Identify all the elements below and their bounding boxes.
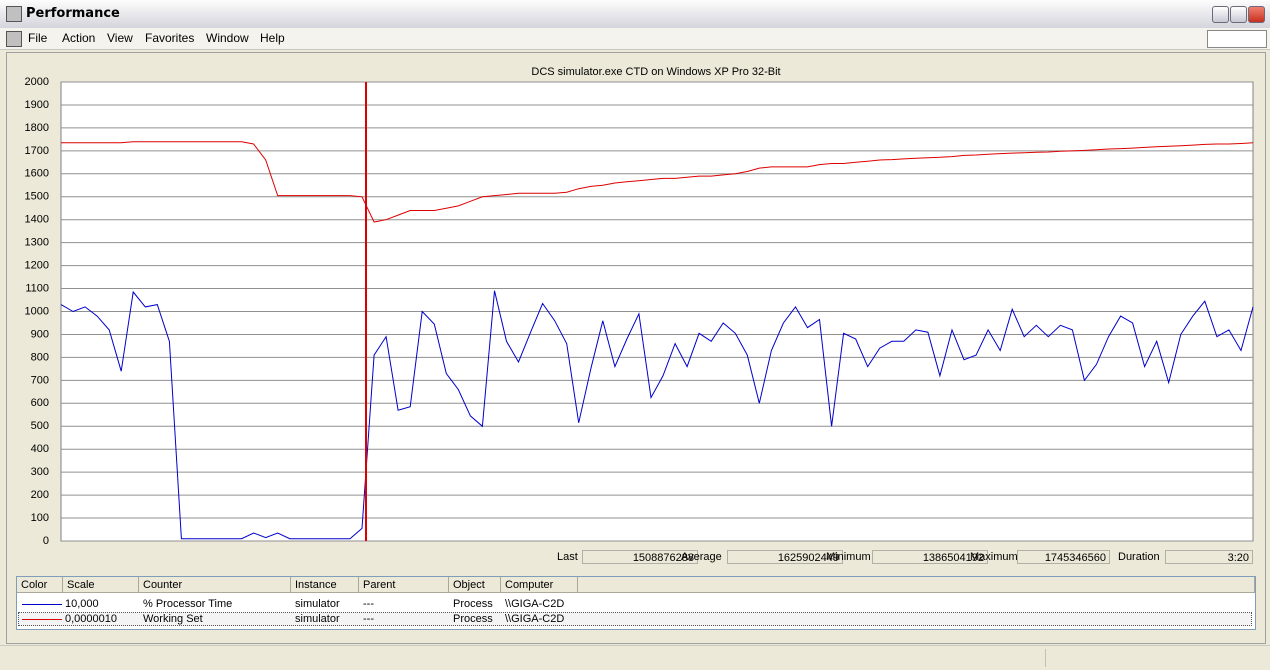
y-tick-label: 300 xyxy=(31,466,49,478)
status-divider xyxy=(1045,649,1046,667)
y-tick-label: 700 xyxy=(31,374,49,386)
y-tick-label: 1000 xyxy=(25,305,49,317)
y-tick-label: 1100 xyxy=(25,282,49,294)
y-tick-label: 2000 xyxy=(25,76,49,88)
mdi-buttons[interactable] xyxy=(1207,30,1267,48)
counter-cell: 0,0000010 xyxy=(65,613,117,625)
close-button[interactable] xyxy=(1248,6,1265,23)
color-swatch xyxy=(22,619,62,620)
menu-item[interactable]: Favorites xyxy=(145,31,195,45)
chart: DCS simulator.exe CTD on Windows XP Pro … xyxy=(25,66,1254,547)
stats-bar: Last 1508876288 Average 1625902449 Minimum 13… xyxy=(0,549,1270,567)
counter-cell: simulator xyxy=(295,613,340,625)
menu-item[interactable]: File xyxy=(28,31,48,45)
column-header[interactable]: Parent xyxy=(359,577,449,593)
y-tick-label: 1800 xyxy=(25,122,49,134)
column-header[interactable]: Computer xyxy=(501,577,578,593)
counter-cell: simulator xyxy=(295,598,340,610)
counter-cell: % Processor Time xyxy=(143,598,233,610)
header-filler xyxy=(578,577,1255,593)
color-swatch xyxy=(22,604,62,605)
counter-cell: --- xyxy=(363,598,374,610)
stat-value: 1745346560 xyxy=(1017,550,1110,564)
title-bar: Performance xyxy=(0,0,1270,29)
counter-cell: \\GIGA-C2D xyxy=(505,613,565,625)
maximize-button[interactable] xyxy=(1230,6,1247,23)
y-tick-label: 200 xyxy=(31,489,49,501)
doc-icon xyxy=(6,31,22,47)
series-line xyxy=(60,290,1254,540)
y-tick-label: 900 xyxy=(31,328,49,340)
y-tick-label: 1400 xyxy=(25,214,49,226)
y-tick-label: 1200 xyxy=(25,260,49,272)
counter-cell: Process xyxy=(453,598,493,610)
menu-item[interactable]: Window xyxy=(206,31,249,45)
y-tick-label: 1500 xyxy=(25,191,49,203)
column-header[interactable]: Instance xyxy=(291,577,359,593)
y-tick-label: 1900 xyxy=(25,99,49,111)
y-tick-label: 600 xyxy=(31,397,49,409)
minimize-button[interactable] xyxy=(1212,6,1229,23)
y-tick-label: 1700 xyxy=(25,145,49,157)
column-header[interactable]: Color xyxy=(17,577,63,593)
column-header[interactable]: Object xyxy=(449,577,501,593)
y-tick-label: 0 xyxy=(43,535,49,547)
window-title: Performance xyxy=(26,6,120,21)
y-tick-label: 100 xyxy=(31,512,49,524)
series-line xyxy=(61,141,1254,223)
counter-row[interactable] xyxy=(18,612,1252,626)
counter-cell: 10,000 xyxy=(65,598,99,610)
y-tick-label: 1300 xyxy=(25,237,49,249)
y-tick-label: 1600 xyxy=(25,168,49,180)
y-tick-label: 500 xyxy=(31,420,49,432)
column-header[interactable]: Counter xyxy=(139,577,291,593)
menu-bar: File Action View Favorites Window Help xyxy=(0,28,1270,50)
status-bar xyxy=(0,645,1270,670)
counter-list: Color Scale Counter Instance Parent Object Com… xyxy=(16,576,1256,630)
stat-label: Last xyxy=(557,551,578,563)
menu-item[interactable]: View xyxy=(107,31,133,45)
chart-title: DCS simulator.exe CTD on Windows XP Pro … xyxy=(531,66,780,78)
column-header[interactable]: Scale xyxy=(63,577,139,593)
counter-cell: Process xyxy=(453,613,493,625)
stat-label: Minimum xyxy=(826,551,871,563)
stat-value: 1508876288 xyxy=(582,550,698,564)
counter-cell: --- xyxy=(363,613,374,625)
stat-label: Average xyxy=(681,551,722,563)
app-icon xyxy=(6,6,22,22)
stat-label: Duration xyxy=(1118,551,1160,563)
stat-value: 1386504192 xyxy=(872,550,988,564)
y-tick-label: 800 xyxy=(31,351,49,363)
stat-value: 3:20 xyxy=(1165,550,1253,564)
stat-value: 1625902449 xyxy=(727,550,843,564)
y-tick-label: 400 xyxy=(31,443,49,455)
stat-label: Maximum xyxy=(970,551,1018,563)
counter-cell: \\GIGA-C2D xyxy=(505,598,565,610)
menu-item[interactable]: Action xyxy=(62,31,96,45)
counter-cell: Working Set xyxy=(143,613,203,625)
menu-item[interactable]: Help xyxy=(260,31,285,45)
